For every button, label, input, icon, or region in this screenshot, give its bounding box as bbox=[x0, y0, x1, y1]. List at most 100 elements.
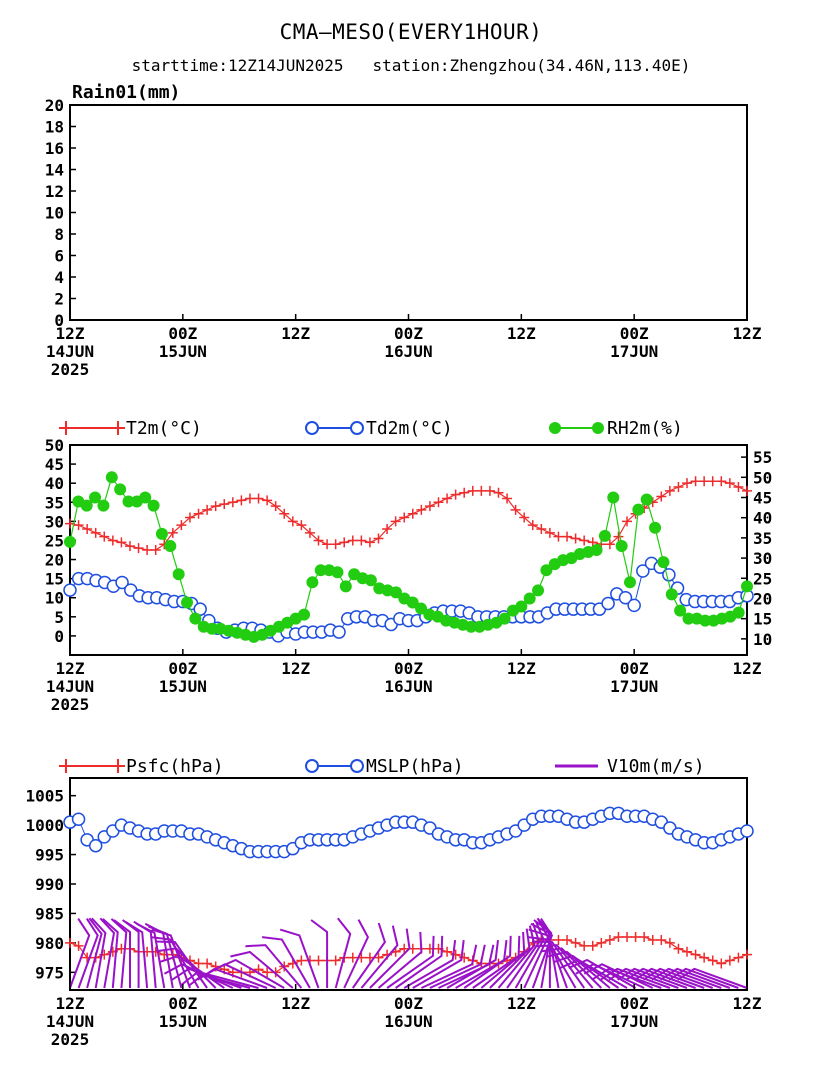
y-tick-label: 35 bbox=[753, 529, 772, 548]
psfc-point bbox=[664, 937, 675, 948]
x-tick-year-label: 2025 bbox=[51, 695, 90, 714]
t2m-point bbox=[313, 535, 324, 546]
wind-barb bbox=[188, 972, 259, 989]
t2m-line bbox=[69, 480, 748, 551]
psfc-point bbox=[630, 932, 641, 942]
psfc-point bbox=[553, 934, 564, 945]
psfc-point bbox=[73, 940, 84, 951]
rh2m-point bbox=[640, 493, 653, 506]
psfc-legend: Psfc(hPa) bbox=[59, 756, 224, 777]
psfc-point bbox=[707, 955, 718, 966]
rh2m-point bbox=[306, 576, 319, 589]
td2m-point bbox=[627, 598, 641, 613]
t2m-point bbox=[279, 508, 290, 519]
y-tick-label: 10 bbox=[45, 204, 64, 223]
rh2m-point bbox=[649, 521, 662, 534]
t2m-point bbox=[227, 497, 238, 508]
t2m-point bbox=[262, 495, 273, 506]
wind-barb bbox=[651, 967, 722, 989]
y-tick-label: 25 bbox=[45, 531, 64, 550]
psfc-point bbox=[399, 943, 410, 954]
wind-barb bbox=[480, 931, 526, 989]
y-tick-label: 30 bbox=[753, 549, 772, 568]
y-tick-label: 30 bbox=[45, 512, 64, 531]
rh2m-point bbox=[331, 566, 344, 579]
psfc-point bbox=[604, 934, 615, 945]
y-tick-label: 975 bbox=[35, 963, 64, 982]
rh2m-point bbox=[147, 499, 160, 512]
x-tick-label: 00Z bbox=[168, 659, 197, 678]
wind-barb bbox=[533, 919, 551, 988]
wind-barb bbox=[677, 967, 748, 989]
t2m-point bbox=[570, 533, 581, 544]
psfc-point bbox=[699, 952, 710, 963]
td2m-point bbox=[601, 596, 615, 611]
wind-barb bbox=[412, 939, 465, 989]
wind-barb bbox=[528, 928, 568, 989]
rh2m-point bbox=[741, 580, 753, 593]
t2m-point bbox=[382, 524, 393, 534]
y-tick-label: 10 bbox=[753, 630, 772, 649]
wind-barb bbox=[110, 918, 128, 989]
t2m-point bbox=[270, 501, 281, 512]
rh2m-point bbox=[389, 586, 402, 599]
wind-barb bbox=[77, 918, 99, 989]
wind-barb bbox=[403, 939, 457, 989]
t2m-point bbox=[459, 487, 470, 498]
t2m-point bbox=[184, 512, 195, 523]
x-tick-date-label: 14JUN bbox=[46, 342, 94, 361]
psfc-point bbox=[65, 937, 75, 948]
t2m-point bbox=[236, 495, 247, 506]
y-tick-label: 18 bbox=[45, 118, 64, 137]
x-tick-label: 00Z bbox=[394, 994, 423, 1013]
rh2m-point bbox=[632, 503, 645, 516]
wind-barb bbox=[351, 922, 387, 989]
t2m-point bbox=[167, 527, 178, 538]
t2m-point bbox=[433, 497, 444, 508]
rh2m-point bbox=[623, 576, 636, 589]
x-tick-label: 00Z bbox=[620, 994, 649, 1013]
wind-barb bbox=[310, 919, 329, 988]
plus-marker-icon bbox=[59, 421, 125, 435]
y-tick-label: 980 bbox=[35, 934, 64, 953]
t2m-point bbox=[253, 493, 264, 504]
y-tick-label: 50 bbox=[753, 468, 772, 487]
td2m-legend-label: Td2m(°C) bbox=[366, 418, 453, 439]
wind-barb bbox=[334, 917, 352, 989]
t2m-point bbox=[142, 545, 153, 555]
wind-barb bbox=[668, 967, 739, 989]
y-tick-label: 45 bbox=[45, 455, 64, 474]
wind-barb bbox=[463, 935, 512, 989]
t2m-point bbox=[407, 508, 418, 519]
wind-barb bbox=[69, 918, 91, 989]
t2m-point bbox=[604, 539, 615, 550]
t2m-point bbox=[390, 516, 401, 527]
x-tick-date-label: 14JUN bbox=[46, 1012, 94, 1031]
wind-barb bbox=[625, 967, 696, 989]
y-tick-label: 40 bbox=[753, 509, 772, 528]
mslp-legend-label: MSLP(hPa) bbox=[366, 756, 464, 777]
t2m-point bbox=[562, 531, 573, 542]
y-tick-label: 995 bbox=[35, 846, 64, 865]
rh2m-point bbox=[515, 600, 528, 613]
rh2m-point bbox=[80, 499, 93, 512]
open-circle-marker-icon bbox=[350, 421, 364, 435]
wind-barb bbox=[360, 925, 399, 989]
wind-barb bbox=[395, 935, 444, 989]
wind-barb bbox=[91, 917, 107, 989]
rh2m-point bbox=[122, 495, 135, 508]
psfc-point bbox=[647, 934, 658, 945]
wind-barb bbox=[113, 919, 131, 988]
t2m-point bbox=[244, 493, 255, 504]
rh2m-point bbox=[206, 622, 219, 635]
wind-barb bbox=[102, 918, 119, 989]
open-circle-marker-icon bbox=[305, 759, 319, 773]
wind-barb bbox=[124, 920, 149, 989]
t2m-point bbox=[330, 539, 341, 550]
rh2m-point bbox=[657, 556, 670, 569]
psfc-point bbox=[639, 932, 650, 942]
t2m-legend: T2m(°C) bbox=[59, 418, 202, 439]
